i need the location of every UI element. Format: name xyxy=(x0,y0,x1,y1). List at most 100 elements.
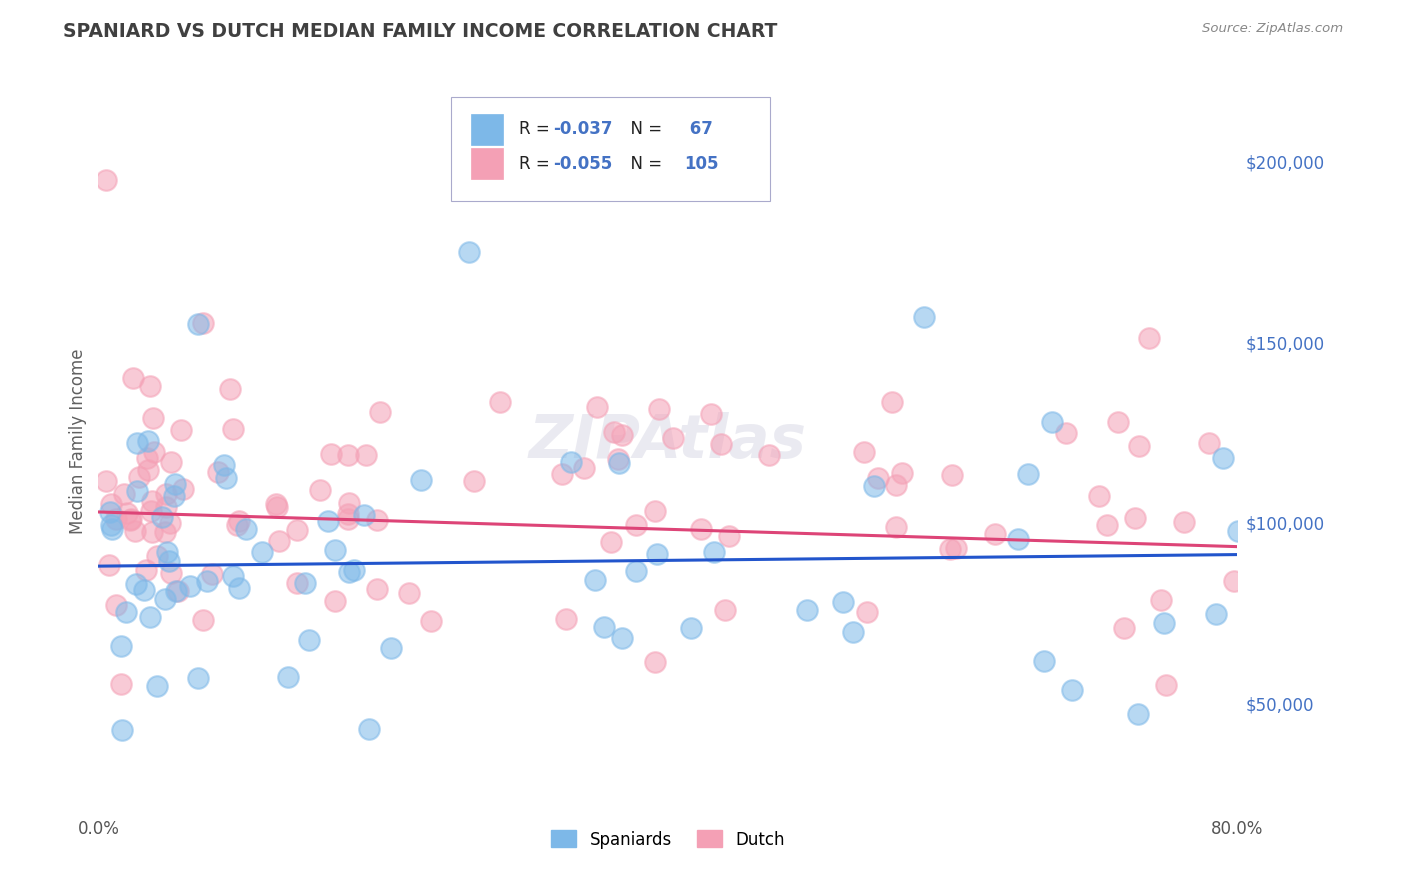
Spaniards xyxy=(323,543,346,558)
Dutch xyxy=(159,516,181,531)
Dutch xyxy=(1222,574,1244,589)
Dutch xyxy=(1107,415,1129,429)
Spaniards xyxy=(146,679,169,693)
Dutch xyxy=(398,586,420,600)
Spaniards xyxy=(316,515,339,529)
Dutch xyxy=(984,526,1007,541)
Dutch xyxy=(624,517,647,532)
Spaniards xyxy=(343,563,366,577)
Text: 105: 105 xyxy=(683,155,718,173)
Dutch xyxy=(121,371,143,385)
Dutch xyxy=(94,172,117,186)
Text: R =: R = xyxy=(519,155,554,173)
Spaniards xyxy=(187,672,209,686)
Dutch xyxy=(98,558,121,573)
Spaniards xyxy=(912,310,935,324)
Spaniards xyxy=(583,573,606,587)
Dutch xyxy=(644,655,666,669)
Dutch xyxy=(207,465,229,479)
Dutch xyxy=(225,518,247,533)
Dutch xyxy=(193,613,215,627)
Spaniards xyxy=(165,477,187,491)
Spaniards xyxy=(228,582,250,596)
Dutch xyxy=(104,512,127,526)
Text: N =: N = xyxy=(620,155,668,173)
Spaniards xyxy=(357,722,380,736)
Dutch xyxy=(139,379,162,393)
Spaniards xyxy=(1060,682,1083,697)
Dutch xyxy=(160,455,183,469)
Dutch xyxy=(689,523,711,537)
Dutch xyxy=(219,382,242,396)
Dutch xyxy=(160,566,183,581)
Dutch xyxy=(1125,511,1147,525)
Dutch xyxy=(1150,592,1173,607)
Dutch xyxy=(222,422,245,436)
Dutch xyxy=(945,541,967,556)
Spaniards xyxy=(624,564,647,578)
Spaniards xyxy=(179,579,201,593)
Spaniards xyxy=(842,624,865,639)
Spaniards xyxy=(411,473,433,487)
Spaniards xyxy=(1212,450,1234,465)
Spaniards xyxy=(139,609,162,624)
Spaniards xyxy=(1205,607,1227,621)
Dutch xyxy=(115,506,138,520)
Spaniards xyxy=(215,471,238,485)
Spaniards xyxy=(703,545,725,559)
Dutch xyxy=(128,470,150,484)
Dutch xyxy=(644,504,666,518)
Dutch xyxy=(463,475,485,489)
Spaniards xyxy=(110,639,132,653)
Dutch xyxy=(146,549,169,564)
Text: SPANIARD VS DUTCH MEDIAN FAMILY INCOME CORRELATION CHART: SPANIARD VS DUTCH MEDIAN FAMILY INCOME C… xyxy=(63,22,778,41)
Dutch xyxy=(1154,678,1177,692)
Y-axis label: Median Family Income: Median Family Income xyxy=(69,349,87,534)
Spaniards xyxy=(298,633,321,648)
Dutch xyxy=(267,534,290,549)
Dutch xyxy=(710,436,733,450)
Spaniards xyxy=(1153,616,1175,631)
Spaniards xyxy=(111,723,134,737)
Spaniards xyxy=(212,458,235,472)
Dutch xyxy=(1095,518,1118,533)
Spaniards xyxy=(115,605,138,619)
Dutch xyxy=(884,477,907,491)
Dutch xyxy=(201,567,224,582)
Spaniards xyxy=(1007,533,1029,547)
Dutch xyxy=(170,424,193,438)
Dutch xyxy=(607,452,630,467)
Dutch xyxy=(193,316,215,330)
Spaniards xyxy=(645,547,668,561)
Dutch xyxy=(105,598,128,612)
Dutch xyxy=(714,603,737,617)
Spaniards xyxy=(1126,707,1149,722)
Text: 67: 67 xyxy=(683,120,713,138)
Spaniards xyxy=(1226,524,1249,538)
Dutch xyxy=(555,612,578,626)
Dutch xyxy=(228,514,250,528)
Spaniards xyxy=(560,455,582,469)
Dutch xyxy=(94,474,117,488)
Spaniards xyxy=(1040,415,1063,429)
Dutch xyxy=(855,605,877,619)
Dutch xyxy=(662,431,685,445)
FancyBboxPatch shape xyxy=(471,113,503,145)
Spaniards xyxy=(127,435,149,450)
Spaniards xyxy=(353,508,375,522)
Dutch xyxy=(1137,331,1160,345)
Spaniards xyxy=(101,522,124,536)
Dutch xyxy=(612,428,634,442)
Dutch xyxy=(142,410,165,425)
Dutch xyxy=(368,405,391,419)
FancyBboxPatch shape xyxy=(471,148,503,179)
Spaniards xyxy=(156,545,179,559)
Dutch xyxy=(323,594,346,608)
Spaniards xyxy=(457,244,479,259)
Spaniards xyxy=(162,489,184,503)
Dutch xyxy=(882,394,904,409)
Text: -0.037: -0.037 xyxy=(553,120,613,138)
Dutch xyxy=(124,524,146,538)
Dutch xyxy=(884,520,907,534)
Dutch xyxy=(585,401,607,415)
